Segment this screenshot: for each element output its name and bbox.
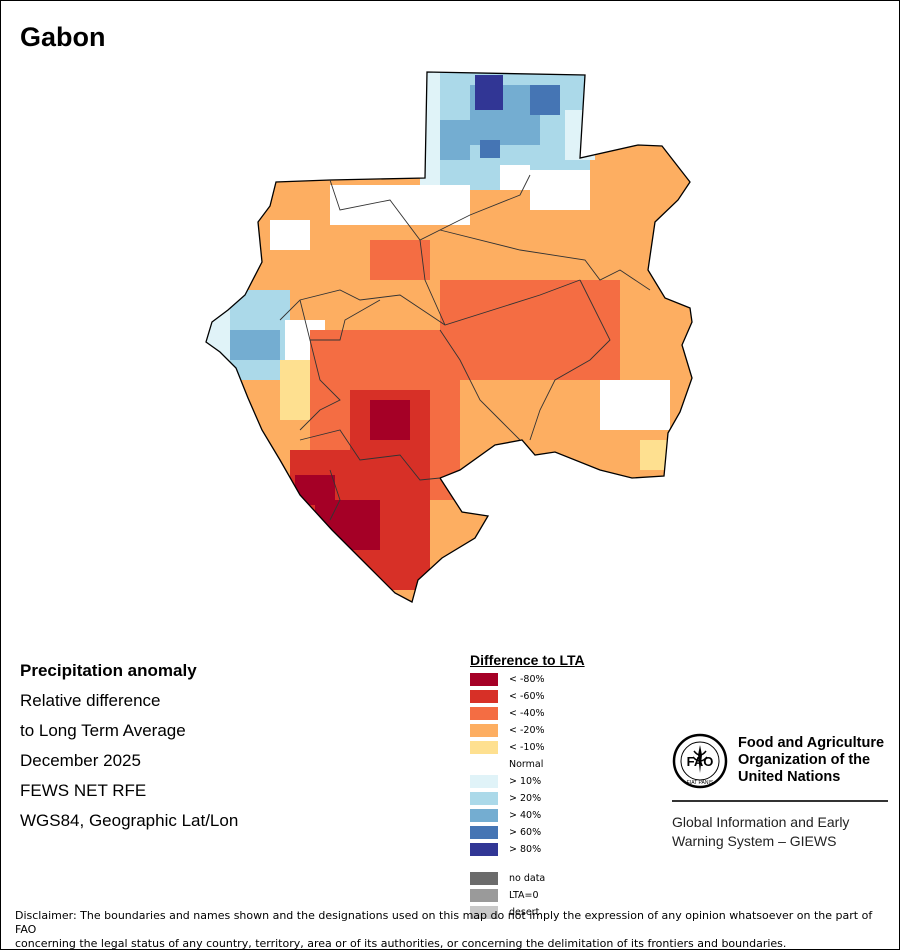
info-date: December 2025 (20, 751, 141, 770)
legend-item-row: < -60% (470, 689, 585, 706)
legend-extra-swatch (470, 872, 498, 885)
legend-title: Difference to LTA (470, 652, 585, 668)
disclaimer: Disclaimer: The boundaries and names sho… (15, 909, 890, 951)
legend-item-swatch (470, 775, 498, 788)
legend-item-label: < -20% (509, 725, 545, 736)
legend-item-swatch (470, 843, 498, 856)
legend-item-swatch (470, 673, 498, 686)
legend-item-label: < -40% (509, 708, 545, 719)
legend-item-row: < -10% (470, 740, 585, 757)
legend-item-swatch (470, 707, 498, 720)
giews-line1: Global Information and Early (672, 814, 850, 830)
province-boundaries (279, 174, 651, 521)
legend-item-label: < -10% (509, 742, 545, 753)
logo-divider (672, 800, 888, 802)
legend-item-row: > 60% (470, 825, 585, 842)
legend-item-label: > 10% (509, 776, 542, 787)
legend-extra-row: no data (470, 871, 585, 888)
legend-extra-row: LTA=0 (470, 888, 585, 905)
disclaimer-line2: concerning the legal status of any count… (15, 937, 787, 950)
info-heading: Precipitation anomaly (20, 661, 197, 680)
legend-extra-swatch (470, 906, 498, 919)
info-projection: WGS84, Geographic Lat/Lon (20, 811, 239, 830)
legend-item-label: < -60% (509, 691, 545, 702)
map-title: Gabon (20, 22, 106, 52)
fao-name: Food and Agriculture Organization of the… (738, 735, 898, 786)
fao-name-line2: Organization of the (738, 752, 871, 768)
fao-name-line3: United Nations (738, 769, 841, 785)
legend-item-swatch (470, 741, 498, 754)
info-source: FEWS NET RFE (20, 781, 147, 800)
legend-item-row: > 20% (470, 791, 585, 808)
country-outline (205, 71, 693, 603)
map-info: Precipitation anomaly Relative differenc… (20, 656, 238, 836)
fao-name-line1: Food and Agriculture (738, 735, 885, 751)
giews-name: Global Information and Early Warning Sys… (672, 813, 900, 851)
legend-item-row: > 40% (470, 808, 585, 825)
disclaimer-line1: Disclaimer: The boundaries and names sho… (15, 909, 873, 936)
legend-item-swatch (470, 826, 498, 839)
giews-line2: Warning System – GIEWS (672, 833, 837, 849)
legend-item-swatch (470, 792, 498, 805)
legend-item-row: < -80% (470, 672, 585, 689)
legend-item-row: < -40% (470, 706, 585, 723)
legend-item-label: Normal (509, 759, 544, 770)
legend-item-label: > 60% (509, 827, 542, 838)
legend-item-label: > 40% (509, 810, 542, 821)
legend-item-row: Normal (470, 757, 585, 774)
legend-item-label: > 80% (509, 844, 542, 855)
legend-extra-swatch (470, 889, 498, 902)
legend-item-row: > 80% (470, 842, 585, 859)
legend-extra-row: desert (470, 905, 585, 922)
legend-item-swatch (470, 690, 498, 703)
legend-extra-label: LTA=0 (509, 890, 539, 901)
legend-item-swatch (470, 724, 498, 737)
info-line2: to Long Term Average (20, 721, 186, 740)
legend-extra-label: no data (509, 873, 546, 884)
gabon-anomaly-map (205, 71, 693, 603)
legend: Difference to LTA < -80% < -60% < -40% < -2… (470, 652, 585, 922)
legend-extra-label: desert (509, 907, 540, 918)
legend-item-row: < -20% (470, 723, 585, 740)
fao-emblem-text: FAO (687, 754, 714, 769)
fao-emblem-icon: FAO FIAT PANIS (672, 733, 728, 789)
fao-emblem-motto: FIAT PANIS (687, 780, 714, 786)
legend-item-label: > 20% (509, 793, 542, 804)
legend-item-label: < -80% (509, 674, 545, 685)
legend-item-swatch (470, 758, 498, 771)
legend-item-swatch (470, 809, 498, 822)
legend-item-row: > 10% (470, 774, 585, 791)
info-line1: Relative difference (20, 691, 161, 710)
